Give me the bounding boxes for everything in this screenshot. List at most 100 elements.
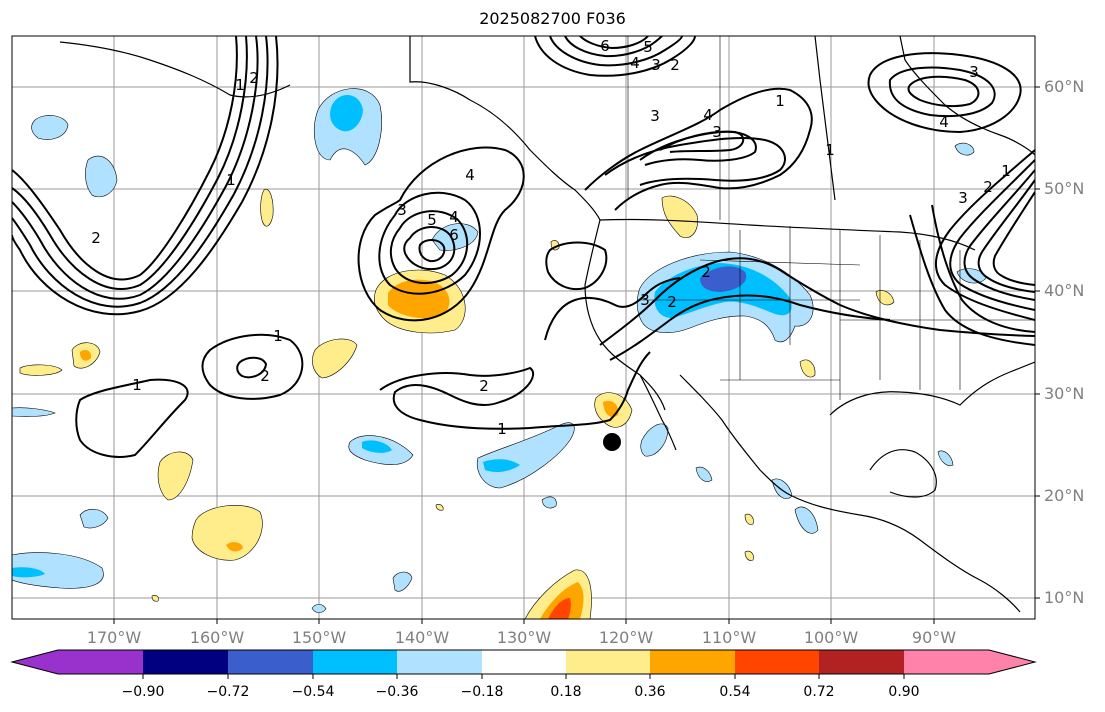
lat-label-30n: 30°N bbox=[1044, 384, 1085, 403]
hudson-bay bbox=[814, 36, 836, 201]
colorbar-segment bbox=[482, 650, 568, 674]
contour-label: 1 bbox=[235, 76, 245, 94]
colorbar-tick-label: −0.90 bbox=[121, 684, 165, 700]
contour-label: 5 bbox=[643, 38, 653, 56]
anomaly-blob bbox=[392, 571, 413, 592]
anomaly-blob bbox=[794, 506, 819, 534]
anomaly-blob bbox=[744, 513, 754, 525]
anomaly-blob bbox=[744, 550, 754, 561]
anomaly-blob bbox=[476, 422, 575, 489]
colorbar-segment bbox=[313, 650, 399, 674]
anomaly-blob bbox=[157, 451, 194, 501]
contour-label: 4 bbox=[939, 113, 949, 131]
anomaly-blob bbox=[700, 266, 747, 292]
point-marker bbox=[603, 433, 621, 451]
contour-label: 4 bbox=[465, 166, 475, 184]
lon-label-170w: 170°W bbox=[86, 628, 142, 647]
colorbar-tick-label: 0.72 bbox=[803, 684, 835, 700]
contour-label: 1 bbox=[497, 420, 507, 438]
mexico-west-coast bbox=[679, 374, 1021, 613]
lat-label-20n: 20°N bbox=[1044, 486, 1085, 505]
anomaly-blob bbox=[311, 604, 327, 613]
map-title: 2025082700 F036 bbox=[479, 9, 626, 28]
anomaly-blob bbox=[640, 423, 669, 457]
lat-label-40n: 40°N bbox=[1044, 281, 1085, 300]
contour-label: 2 bbox=[479, 377, 489, 395]
colorbar-extend-low bbox=[12, 650, 58, 674]
contour-label: 3 bbox=[640, 291, 650, 309]
lon-label-90w: 90°W bbox=[911, 628, 957, 647]
contour-label: 6 bbox=[600, 37, 610, 55]
lat-label-60n: 60°N bbox=[1044, 77, 1085, 96]
colorbar-tick-label: 0.54 bbox=[719, 684, 751, 700]
contour-label: 2 bbox=[260, 367, 270, 385]
colorbar-segment bbox=[650, 650, 736, 674]
colorbar-segment bbox=[904, 650, 990, 674]
anomaly-blob bbox=[875, 290, 895, 306]
anomaly-blob bbox=[937, 450, 954, 467]
contour-label: 3 bbox=[712, 123, 722, 141]
contour-label: 1 bbox=[775, 92, 785, 110]
colorbar-segment bbox=[397, 650, 483, 674]
anomaly-blob bbox=[799, 359, 816, 378]
anomaly-blob bbox=[388, 279, 450, 319]
anomaly-blob bbox=[695, 466, 713, 482]
contour-labels: 6 5 4 3 2 1 1 2 3 4 3 4 3 6 5 4 3 2 1 1 … bbox=[91, 37, 1011, 438]
colorbar-segment bbox=[143, 650, 229, 674]
anomaly-blob bbox=[362, 440, 392, 453]
colorbar-extend-high bbox=[989, 650, 1035, 674]
baja-california bbox=[639, 374, 677, 451]
colorbar-segment bbox=[735, 650, 821, 674]
colorbar-tick-label: −0.72 bbox=[206, 684, 250, 700]
colorbar-tick-label: −0.36 bbox=[375, 684, 419, 700]
contour-label: 4 bbox=[449, 208, 459, 226]
lon-label-160w: 160°W bbox=[189, 628, 245, 647]
lon-label-150w: 150°W bbox=[291, 628, 347, 647]
contour-label: 5 bbox=[427, 211, 437, 229]
contour-label: 3 bbox=[958, 189, 968, 207]
contour-label: 2 bbox=[701, 263, 711, 281]
contour-lines bbox=[12, 36, 1035, 458]
colorbar-segment bbox=[566, 650, 652, 674]
contour-label: 1 bbox=[226, 171, 236, 189]
us-canada-border bbox=[599, 218, 976, 251]
gridlines bbox=[12, 36, 1035, 619]
colorbar bbox=[10, 649, 1037, 679]
colorbar-tick-label: −0.54 bbox=[291, 684, 335, 700]
colorbar-outline bbox=[10, 649, 1037, 675]
contour-label: 2 bbox=[667, 293, 677, 311]
contour-label: 1 bbox=[132, 376, 142, 394]
contour-label: 2 bbox=[91, 229, 101, 247]
anomaly-blob bbox=[12, 567, 45, 578]
anomaly-blob bbox=[661, 195, 698, 238]
anomaly-blob bbox=[191, 505, 263, 561]
contour-label: 2 bbox=[983, 178, 993, 196]
colorbar-tick-label: −0.18 bbox=[460, 684, 504, 700]
state-borders bbox=[627, 36, 1035, 400]
anomaly-blob bbox=[435, 504, 444, 511]
colorbar-tick-label: 0.90 bbox=[888, 684, 920, 700]
anomaly-blob bbox=[12, 552, 104, 589]
contour-label: 1 bbox=[273, 327, 283, 345]
contour-label: 2 bbox=[670, 56, 680, 74]
colorbar-segment bbox=[819, 650, 905, 674]
lat-label-10n: 10°N bbox=[1044, 588, 1085, 607]
colorbar-segment bbox=[228, 650, 314, 674]
colorbar-tick-label: 0.36 bbox=[634, 684, 666, 700]
alaska-coast bbox=[409, 36, 601, 221]
anomaly-blob bbox=[226, 542, 243, 552]
anomaly-blob bbox=[260, 189, 274, 227]
axis-ticks bbox=[113, 86, 1040, 624]
lon-label-110w: 110°W bbox=[701, 628, 757, 647]
anomaly-blob bbox=[603, 400, 619, 418]
canada-coast bbox=[899, 36, 1035, 156]
anomaly-blob bbox=[541, 496, 557, 509]
colorbar-tick-label: 0.18 bbox=[550, 684, 582, 700]
contour-label: 3 bbox=[650, 107, 660, 125]
contour-label: 3 bbox=[969, 63, 979, 81]
contour-label: 4 bbox=[630, 54, 640, 72]
anomaly-blob bbox=[312, 338, 358, 379]
yucatan bbox=[869, 449, 937, 498]
contour-label: 2 bbox=[249, 69, 259, 87]
